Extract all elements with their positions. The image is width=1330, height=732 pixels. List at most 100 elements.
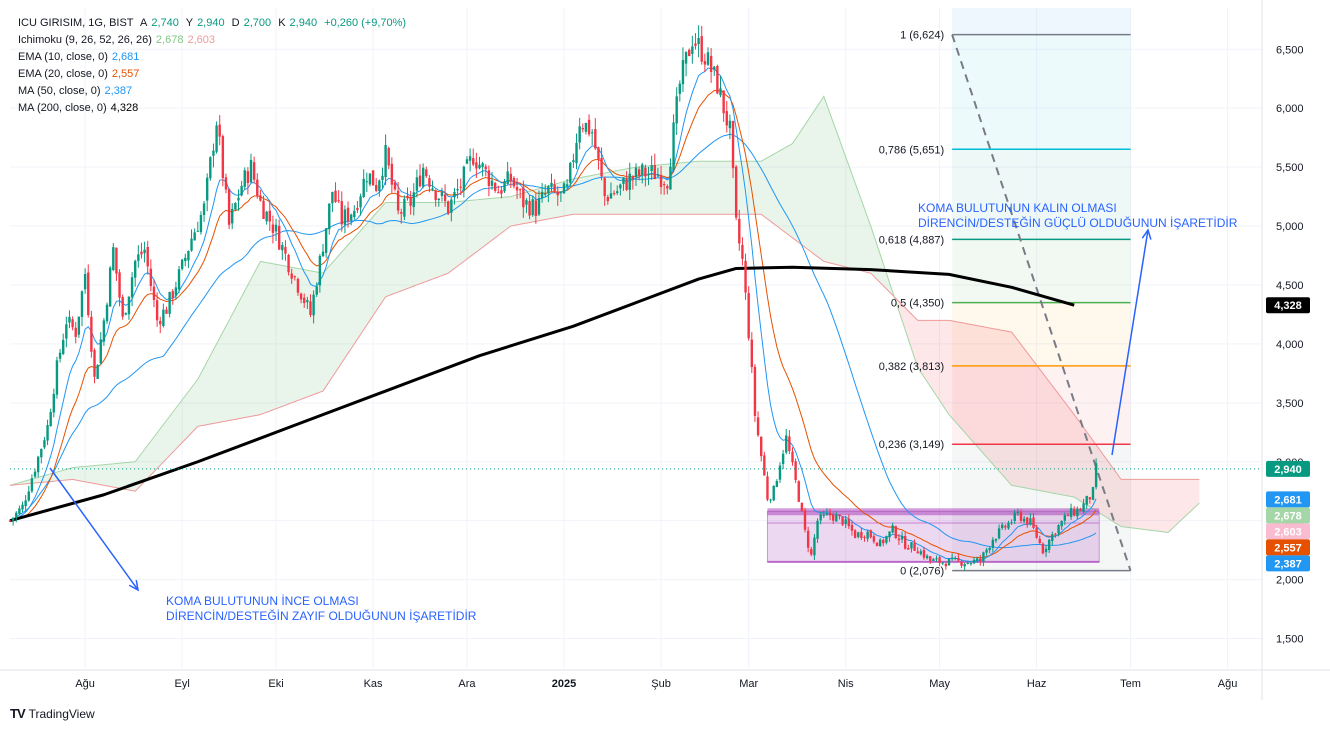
candle-body: [637, 169, 641, 176]
candle-body: [49, 411, 52, 427]
indicator-value: 2,678: [155, 34, 184, 46]
indicator-row[interactable]: MA (50, close, 0) 2,387: [18, 83, 410, 100]
fib-band: [952, 444, 1131, 571]
candle-body: [277, 225, 281, 250]
candle-body: [612, 193, 616, 195]
fib-trend-line: [951, 34, 1132, 571]
candle-body: [497, 192, 500, 194]
x-tick-label: Ağu: [75, 678, 95, 690]
y-tick-label: 5,500: [1276, 162, 1304, 174]
candle-body: [769, 499, 772, 501]
fibonacci-retracement[interactable]: 1 (6,624) 0,786 (5,651) 0,618 (4,887) 0,5 (…: [879, 30, 1132, 578]
candle-body: [112, 247, 115, 271]
candle-body: [1069, 508, 1073, 518]
candle-body: [18, 508, 21, 514]
candle-body: [428, 178, 431, 187]
candle-body: [531, 199, 534, 216]
indicator-label: MA (200, close, 0): [18, 102, 107, 114]
indicator-row[interactable]: EMA (10, close, 0) 2,681: [18, 49, 410, 66]
candle-body: [825, 513, 829, 515]
candle-body: [434, 190, 437, 201]
candle-body: [703, 61, 707, 65]
candle-body: [547, 186, 550, 194]
candle-body: [950, 557, 954, 560]
candle-body: [21, 504, 24, 510]
annotation-thick-cloud: DİRENCİN/DESTEĞİN GÜÇLÜ OLDUĞUNUN İŞARET…: [918, 215, 1238, 230]
candle-body: [77, 316, 81, 335]
drawings[interactable]: KOMA BULUTUNUN KALIN OLMASIDİRENCİN/DEST…: [10, 201, 1262, 623]
candle-body: [644, 167, 647, 177]
candle-body: [231, 208, 234, 224]
candle-body: [137, 254, 140, 261]
candle-body: [694, 43, 697, 46]
candle-body: [753, 366, 757, 416]
candle-body: [121, 296, 124, 317]
candle-body: [243, 170, 246, 187]
x-tick-label: Eyl: [175, 678, 190, 690]
ohlc-low: D 2,700: [231, 17, 272, 29]
candle-body: [265, 211, 268, 222]
candle-body: [312, 294, 315, 316]
candle-body: [941, 562, 944, 564]
candle-body: [828, 512, 832, 516]
x-tick-label: Ağu: [1218, 678, 1238, 690]
candle-body: [1022, 518, 1026, 522]
symbol-title[interactable]: ICU GIRISIM, 1G, BIST: [18, 17, 134, 29]
candle-body: [259, 195, 262, 201]
candle-body: [1066, 515, 1070, 517]
candle-body: [165, 309, 168, 314]
candle-body: [468, 156, 472, 161]
candle-body: [600, 157, 603, 177]
candle-body: [281, 245, 284, 251]
indicator-row[interactable]: MA (200, close, 0) 4,328: [18, 100, 410, 117]
candle-body: [11, 517, 15, 521]
indicator-label: EMA (10, close, 0): [18, 51, 108, 63]
candle-body: [487, 170, 491, 186]
support-zone-box: [766, 510, 1100, 563]
candle-body: [572, 160, 575, 163]
indicator-row[interactable]: EMA (20, close, 0) 2,557: [18, 66, 410, 83]
candle-body: [62, 339, 65, 355]
candle-body: [202, 203, 206, 215]
candle-body: [478, 164, 481, 169]
candle-body: [1085, 495, 1088, 505]
price-tag: [1266, 491, 1310, 508]
indicator-row[interactable]: Ichimoku (9, 26, 52, 26, 26) 2,678 2,603: [18, 32, 410, 49]
candle-body: [475, 162, 478, 169]
candle-body: [850, 524, 854, 531]
candle-body: [334, 190, 337, 203]
candle-body: [979, 558, 982, 562]
candle-body: [556, 191, 559, 196]
candle-body: [559, 191, 563, 193]
candle-body: [40, 448, 43, 458]
candle-body: [1054, 533, 1057, 535]
candle-body: [709, 55, 713, 73]
candle-body: [306, 300, 309, 303]
candle-body: [484, 166, 487, 170]
candle-body: [525, 200, 528, 205]
candle-body: [356, 207, 359, 211]
candle-body: [190, 238, 193, 251]
candle-body: [603, 178, 606, 197]
candle-body: [1001, 524, 1004, 529]
candle-body: [569, 162, 572, 183]
tradingview-brand[interactable]: TV TradingView: [10, 706, 95, 721]
y-tick-label: 4,000: [1276, 339, 1304, 351]
candle-body: [1004, 525, 1007, 528]
candle-body: [1041, 543, 1045, 554]
candle-body: [675, 96, 678, 124]
candle-body: [403, 198, 406, 217]
candle-body: [218, 124, 221, 137]
candle-body: [800, 502, 804, 511]
candle-body: [146, 246, 149, 267]
candle-body: [490, 180, 494, 186]
candle-body: [237, 197, 240, 201]
candle-body: [719, 88, 722, 96]
candle-body: [1073, 508, 1076, 516]
candle-body: [171, 291, 174, 298]
candle-body: [1032, 517, 1035, 528]
candle-body: [744, 260, 747, 293]
candle-body: [947, 558, 951, 566]
candle-body: [384, 144, 387, 178]
